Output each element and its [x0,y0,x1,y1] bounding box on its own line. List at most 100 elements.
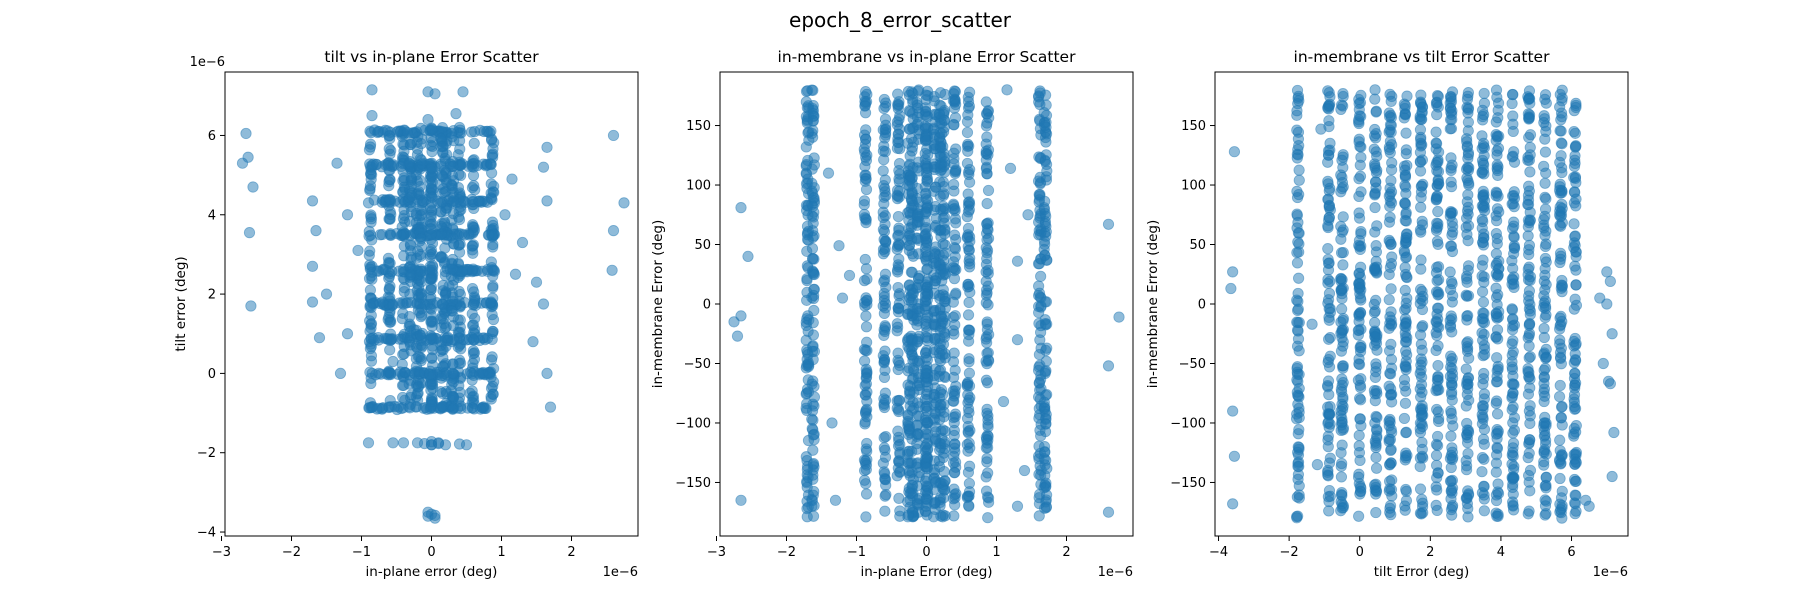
scatter-point [425,315,437,327]
scatter-point [1523,366,1535,379]
scatter-point [1461,341,1473,353]
scatter-point [1554,256,1566,269]
scatter-point [509,268,522,280]
scatter-point [1554,312,1566,324]
scatter-point [1040,89,1052,101]
scatter-point [1477,185,1489,197]
scatter-point [1311,459,1323,471]
scatter-point [920,428,932,440]
scatter-point [892,210,905,223]
scatter-point [860,367,873,379]
y-tick-label: −4 [197,526,216,541]
scatter-point [1293,402,1305,414]
scatter-point [963,460,976,472]
scatter-point [487,313,500,326]
scatter-point [806,177,818,189]
scatter-point [962,427,974,439]
scatter-point [362,437,375,449]
scatter-point [1415,254,1427,266]
scatter-point [1039,367,1051,380]
y-axis-label: tilt error (deg) [173,256,189,351]
scatter-point [341,209,354,221]
scatter-point [607,225,620,237]
subplot-title: in-membrane vs tilt Error Scatter [1294,48,1551,66]
scatter-point [928,128,941,140]
scatter-point [1570,140,1582,152]
scatter-point [1293,382,1305,395]
scatter-point [448,402,460,414]
scatter-point [1431,138,1443,150]
scatter-point [468,137,480,149]
x-tick-label: −1 [352,545,371,560]
scatter-point [1335,103,1347,116]
scatter-point [1476,167,1488,179]
scatter-point [506,173,518,185]
scatter-point [1335,489,1348,501]
scatter-point [1040,389,1052,401]
scatter-point [879,444,891,456]
scatter-point [1415,191,1427,204]
scatter-point [1553,391,1566,403]
scatter-point [1524,417,1536,429]
scatter-point [1353,207,1365,219]
scatter-point [1522,508,1534,520]
scatter-point [1460,400,1472,412]
scatter-point [1461,276,1473,288]
scatter-point [1506,324,1519,336]
scatter-point [937,511,949,523]
scatter-point [530,276,543,288]
scatter-point [1507,417,1519,429]
scatter-point [949,166,961,178]
scatter-point [485,158,497,170]
scatter-point [1461,388,1473,401]
scatter-point [1432,166,1445,178]
scatter-point [912,102,924,114]
scatter-point [1415,201,1427,213]
scatter-point [387,437,399,449]
scatter-point [446,183,458,195]
scatter-point [1354,413,1366,425]
scatter-point [963,100,976,112]
scatter-point [981,287,993,299]
x-tick-label: −3 [707,545,726,560]
scatter-point [961,126,974,139]
scatter-point [429,509,441,521]
x-tick-label: −1 [847,545,866,560]
scatter-point [1337,360,1349,372]
scatter-point [808,253,820,265]
scatter-point [1416,420,1429,433]
scatter-point [1401,292,1413,304]
scatter-point [435,140,447,153]
scatter-point [879,364,891,376]
scatter-point [939,348,951,360]
y-tick-label: 0 [208,367,216,382]
scatter-point [1041,342,1053,354]
scatter-point [426,123,438,135]
scatter-point [403,157,415,169]
scatter-point [939,267,951,280]
scatter-point [1460,289,1472,301]
scatter-point [1431,275,1443,287]
scatter-point [1445,240,1457,252]
scatter-point [1478,388,1491,400]
scatter-point [861,294,873,306]
scatter-point [1323,201,1335,214]
scatter-point [879,505,891,517]
scatter-point [426,352,438,364]
scatter-point [806,494,818,507]
scatter-point [1039,120,1051,132]
scatter-point [961,378,973,391]
scatter-point [981,491,994,503]
scatter-point [1476,260,1488,272]
scatter-point [1478,349,1491,361]
scatter-point [928,498,940,510]
scatter-point [949,229,961,241]
scatter-point [1478,453,1490,465]
scatter-point [1492,169,1504,181]
scatter-point [1446,474,1459,486]
scatter-point [448,195,460,207]
scatter-point [447,391,460,403]
scatter-point [982,512,994,524]
scatter-point [938,370,951,383]
scatter-point [981,403,993,415]
